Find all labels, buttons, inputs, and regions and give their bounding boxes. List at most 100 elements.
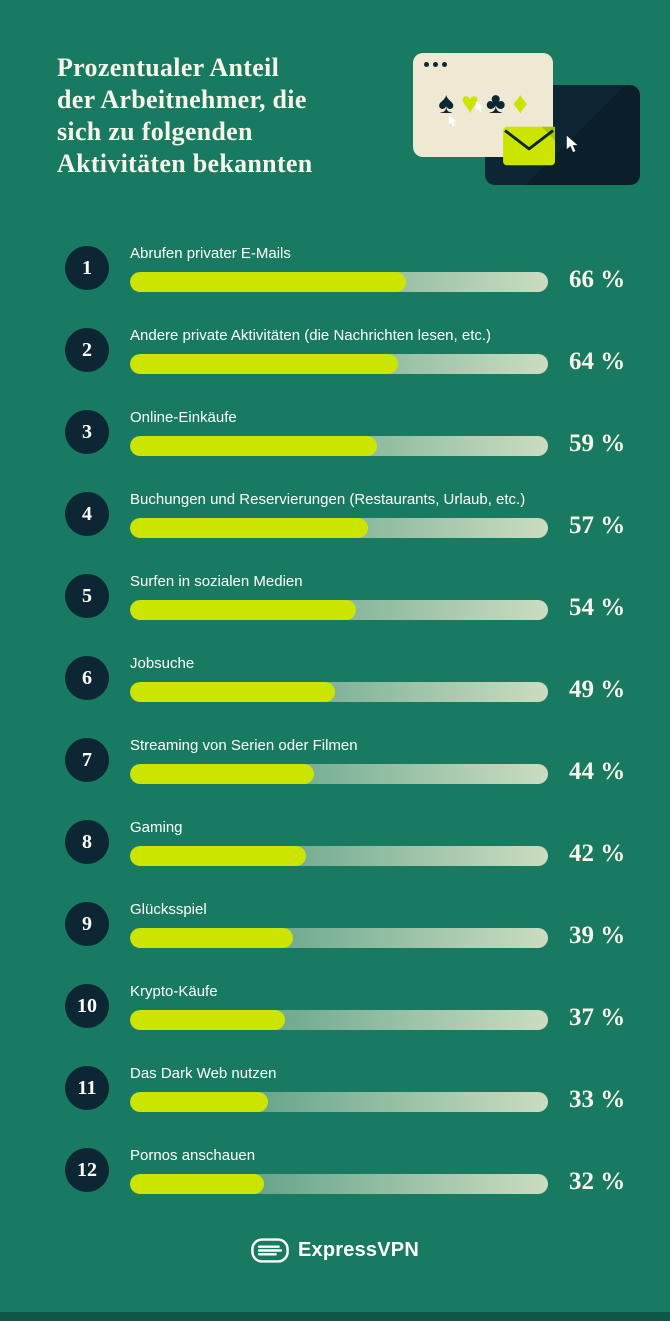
rank-badge: 1	[65, 246, 109, 290]
percent-value: 57 %	[569, 512, 626, 539]
chart-row: 11 Das Dark Web nutzen 33 %	[0, 1064, 670, 1113]
chart-row: 2 Andere private Aktivitäten (die Nachri…	[0, 326, 670, 375]
chart-row: 9 Glücksspiel 39 %	[0, 900, 670, 949]
percent-value: 54 %	[569, 594, 626, 621]
bar-track	[130, 354, 548, 374]
chart-row: 5 Surfen in sozialen Medien 54 %	[0, 572, 670, 621]
heart-icon: ♥	[461, 87, 479, 120]
rank-badge-number: 9	[82, 912, 92, 935]
bottom-strip	[0, 1312, 670, 1321]
bar-track	[130, 600, 548, 620]
rank-badge: 4	[65, 492, 109, 536]
rank-badge: 11	[65, 1066, 109, 1110]
activity-label: Jobsuche	[130, 655, 195, 672]
activity-label: Andere private Aktivitäten (die Nachrich…	[130, 327, 492, 344]
rank-badge-number: 3	[82, 420, 92, 443]
bar-track	[130, 518, 548, 538]
cursor-icon	[475, 101, 484, 113]
rank-badge: 5	[65, 574, 109, 618]
bar-fill	[130, 1010, 285, 1030]
rank-badge: 6	[65, 656, 109, 700]
rank-badge-number: 12	[77, 1158, 97, 1181]
bar-track	[130, 764, 548, 784]
rank-badge-number: 10	[77, 994, 97, 1017]
envelope-icon	[503, 126, 555, 166]
card-suits: ♠ ♥ ♣ ♦	[413, 89, 553, 119]
rank-badge: 8	[65, 820, 109, 864]
bar-content: Surfen in sozialen Medien	[130, 572, 548, 620]
window-dots	[424, 62, 447, 67]
window-dot	[433, 62, 438, 67]
bar-track	[130, 846, 548, 866]
activity-label: Pornos anschauen	[130, 1147, 256, 1164]
bar-content: Gaming	[130, 818, 548, 866]
bar-track	[130, 1092, 548, 1112]
chart-row: 3 Online-Einkäufe 59 %	[0, 408, 670, 457]
percent-value: 32 %	[569, 1168, 626, 1195]
activity-label: Buchungen und Reservierungen (Restaurant…	[130, 491, 526, 508]
rank-badge: 10	[65, 984, 109, 1028]
bar-content: Buchungen und Reservierungen (Restaurant…	[130, 490, 548, 538]
bar-fill	[130, 272, 406, 292]
chart-row: 10 Krypto-Käufe 37 %	[0, 982, 670, 1031]
percent-value: 44 %	[569, 758, 626, 785]
diamond-icon: ♦	[512, 87, 528, 120]
activity-label: Gaming	[130, 819, 183, 836]
bar-track	[130, 436, 548, 456]
activity-label: Surfen in sozialen Medien	[130, 573, 303, 590]
bar-fill	[130, 518, 369, 538]
bar-track	[130, 272, 548, 292]
bar-fill	[130, 1174, 264, 1194]
rank-badge-number: 8	[82, 830, 92, 853]
title-line-1: Prozentualer Anteil	[57, 53, 280, 82]
cursor-icon	[565, 135, 580, 154]
bar-fill	[130, 354, 398, 374]
bar-track	[130, 1010, 548, 1030]
bar-track	[130, 682, 548, 702]
rank-badge-number: 5	[82, 584, 92, 607]
chart-row: 6 Jobsuche 49 %	[0, 654, 670, 703]
spade-icon: ♠	[438, 87, 455, 120]
bar-content: Das Dark Web nutzen	[130, 1064, 548, 1112]
page-title: Prozentualer Anteil der Arbeitnehmer, di…	[57, 52, 313, 180]
bar-content: Glücksspiel	[130, 900, 548, 948]
title-line-2: der Arbeitnehmer, die	[57, 85, 307, 114]
bar-fill	[130, 764, 314, 784]
rank-badge: 2	[65, 328, 109, 372]
activity-label: Krypto-Käufe	[130, 983, 218, 1000]
chart-row: 4 Buchungen und Reservierungen (Restaura…	[0, 490, 670, 539]
window-dot	[424, 62, 429, 67]
percent-value: 64 %	[569, 348, 626, 375]
chart-row: 12 Pornos anschauen 32 %	[0, 1146, 670, 1195]
percent-value: 59 %	[569, 430, 626, 457]
activity-label: Streaming von Serien oder Filmen	[130, 737, 358, 754]
expressvpn-logo-icon	[251, 1238, 289, 1263]
percent-value: 66 %	[569, 266, 626, 293]
bar-content: Online-Einkäufe	[130, 408, 548, 456]
percent-value: 42 %	[569, 840, 626, 867]
rank-badge: 7	[65, 738, 109, 782]
activity-label: Abrufen privater E-Mails	[130, 245, 291, 262]
activity-label: Online-Einkäufe	[130, 409, 237, 426]
bar-fill	[130, 600, 356, 620]
brand-wordmark: ExpressVPN	[298, 1239, 419, 1261]
chart-row: 8 Gaming 42 %	[0, 818, 670, 867]
rank-badge-number: 11	[77, 1076, 97, 1099]
percent-value: 37 %	[569, 1004, 626, 1031]
activity-label: Das Dark Web nutzen	[130, 1065, 277, 1082]
rank-badge-number: 4	[82, 502, 92, 525]
bar-content: Pornos anschauen	[130, 1146, 548, 1194]
rank-badge: 12	[65, 1148, 109, 1192]
bar-track	[130, 928, 548, 948]
bar-content: Abrufen privater E-Mails	[130, 244, 548, 292]
bar-content: Krypto-Käufe	[130, 982, 548, 1030]
chart-row: 1 Abrufen privater E-Mails 66 %	[0, 244, 670, 293]
bar-content: Andere private Aktivitäten (die Nachrich…	[130, 326, 548, 374]
rank-badge: 3	[65, 410, 109, 454]
rank-badge-number: 6	[82, 666, 92, 689]
title-line-3: sich zu folgenden	[57, 117, 253, 146]
rank-badge-number: 1	[82, 256, 92, 279]
percent-value: 49 %	[569, 676, 626, 703]
bar-content: Streaming von Serien oder Filmen	[130, 736, 548, 784]
rank-badge-number: 2	[82, 338, 92, 361]
